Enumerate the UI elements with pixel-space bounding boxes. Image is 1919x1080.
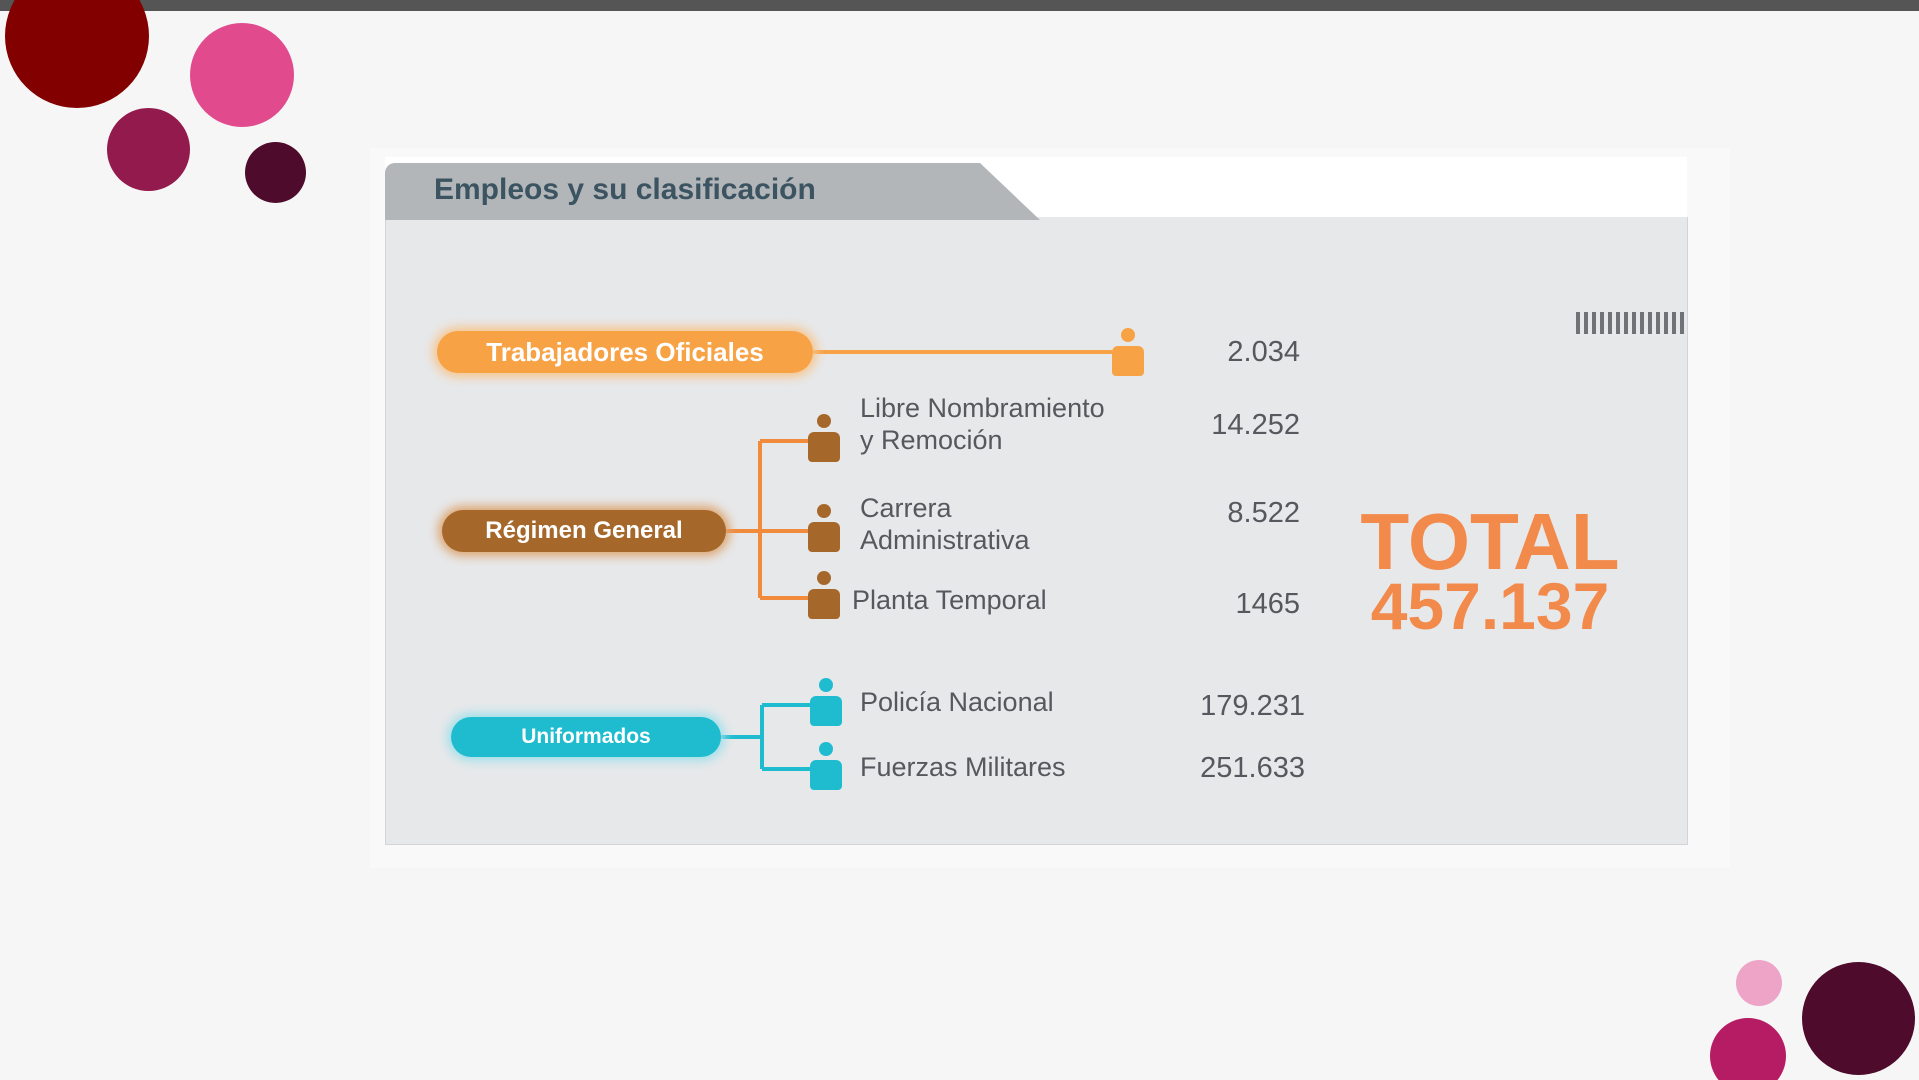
label-policia-nacional: Policía Nacional	[860, 687, 1054, 717]
decorative-circle-pink	[190, 23, 294, 127]
label-libre-nombramiento-line1: Libre Nombramiento	[860, 393, 1105, 423]
label-fuerzas-militares: Fuerzas Militares	[860, 752, 1066, 782]
top-bar	[0, 0, 1919, 11]
decorative-circle-raspberry	[1710, 1018, 1786, 1080]
person-icon	[810, 742, 842, 790]
person-icon	[810, 678, 842, 726]
person-icon	[808, 571, 840, 619]
group-trabajadores-oficiales: Trabajadores Oficiales	[437, 331, 813, 373]
decorative-circle-plum-large	[1802, 962, 1915, 1075]
decorative-circle-light-pink	[1736, 960, 1782, 1006]
person-icon	[808, 504, 840, 552]
decorative-circle-magenta	[107, 108, 190, 191]
decorative-circle-plum	[245, 142, 306, 203]
value-libre-nombramiento: 14.252	[1211, 409, 1300, 441]
person-icon	[1112, 328, 1144, 376]
total-label: TOTAL	[1360, 497, 1620, 586]
total-value: 457.137	[1370, 569, 1610, 643]
label-libre-nombramiento-line2: y Remoción	[860, 425, 1003, 455]
value-fuerzas-militares: 251.633	[1200, 752, 1305, 784]
value-planta-temporal: 1465	[1235, 588, 1300, 620]
label-carrera-line1: Carrera	[860, 493, 952, 523]
label-planta-temporal: Planta Temporal	[852, 585, 1047, 615]
value-carrera-administrativa: 8.522	[1227, 497, 1300, 529]
group-regimen-general: Régimen General	[442, 510, 726, 552]
title-tab	[385, 163, 1040, 220]
value-trabajadores-oficiales: 2.034	[1227, 336, 1300, 368]
barcode-mark	[1576, 312, 1684, 334]
group-uniformados: Uniformados	[451, 717, 721, 757]
person-icon	[808, 414, 840, 462]
label-carrera-line2: Administrativa	[860, 525, 1030, 555]
value-policia-nacional: 179.231	[1200, 690, 1305, 722]
infographic-title: Empleos y su clasificación	[434, 173, 816, 206]
